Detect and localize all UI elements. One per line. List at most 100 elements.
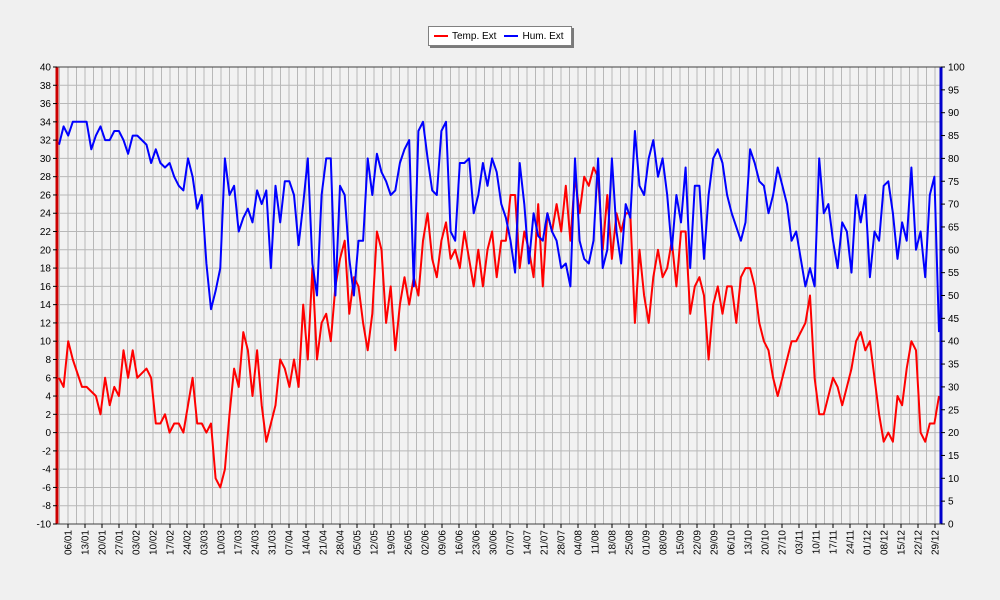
right-tick-label: 25 <box>948 405 960 416</box>
x-tick-label: 01/12 <box>863 530 874 555</box>
x-tick-label: 11/08 <box>591 530 602 555</box>
plot-area <box>57 67 941 524</box>
x-tick-label: 26/05 <box>404 530 415 555</box>
x-tick-label: 17/02 <box>166 530 177 555</box>
x-tick-label: 31/03 <box>268 530 279 555</box>
left-tick-label: 30 <box>40 154 52 165</box>
x-tick-label: 05/05 <box>353 530 364 555</box>
right-tick-label: 70 <box>948 200 960 211</box>
x-tick-label: 24/11 <box>846 530 857 555</box>
right-tick-label: 50 <box>948 291 960 302</box>
right-tick-label: 0 <box>948 520 954 531</box>
x-tick-label: 12/05 <box>370 530 381 555</box>
series-group <box>58 120 940 489</box>
left-tick-label: 34 <box>40 117 52 128</box>
legend: Temp. Ext Hum. Ext <box>428 26 572 46</box>
x-tick-label: 20/01 <box>98 530 109 555</box>
x-tick-label: 10/02 <box>149 530 160 555</box>
left-tick-label: 26 <box>40 190 52 201</box>
x-tick-label: 17/03 <box>234 530 245 555</box>
left-tick-label: 24 <box>40 209 52 220</box>
x-tick-label: 15/12 <box>897 530 908 555</box>
left-tick-label: -8 <box>42 501 51 512</box>
right-tick-label: 10 <box>948 474 960 485</box>
x-tick-label: 14/04 <box>302 530 313 555</box>
x-tick-label: 14/07 <box>523 530 534 555</box>
right-tick-label: 90 <box>948 108 960 119</box>
x-tick-label: 03/02 <box>132 530 143 555</box>
right-tick-label: 40 <box>948 337 960 348</box>
left-tick-label: 2 <box>45 410 51 421</box>
left-tick-label: 4 <box>45 392 51 403</box>
temp-ext-line <box>58 166 940 489</box>
x-tick-label: 08/09 <box>659 530 670 555</box>
x-tick-label: 09/06 <box>438 530 449 555</box>
x-tick-label: 15/09 <box>676 530 687 555</box>
x-tick-label: 27/01 <box>115 530 126 555</box>
x-tick-label: 08/12 <box>880 530 891 555</box>
left-tick-label: -6 <box>42 483 51 494</box>
x-tick-label: 03/11 <box>795 530 806 555</box>
left-tick-label: -2 <box>42 446 51 457</box>
x-tick-label: 06/01 <box>64 530 75 555</box>
legend-swatch-hum <box>504 35 519 37</box>
left-tick-label: 12 <box>40 318 52 329</box>
left-tick-label: 10 <box>40 337 52 348</box>
x-tick-label: 29/12 <box>931 530 942 555</box>
x-tick-label: 10/11 <box>812 530 823 555</box>
left-tick-label: 28 <box>40 172 52 183</box>
right-tick-label: 5 <box>948 497 954 508</box>
right-tick-label: 75 <box>948 177 960 188</box>
legend-label-hum: Hum. Ext <box>522 30 564 42</box>
x-tick-label: 23/06 <box>472 530 483 555</box>
x-tick-label: 10/03 <box>217 530 228 555</box>
right-tick-label: 100 <box>948 63 965 74</box>
grid <box>57 66 941 525</box>
right-tick-label: 15 <box>948 451 960 462</box>
x-tick-label: 13/01 <box>81 530 92 555</box>
x-ticks: 06/01 13/01 20/01 27/01 03/02 10/02 17/02 24/02… <box>64 524 942 555</box>
left-y-ticks: -10-8-6-4-202468101214161820222426283032… <box>37 63 57 531</box>
x-tick-label: 01/09 <box>642 530 653 555</box>
x-tick-label: 03/03 <box>200 530 211 555</box>
right-tick-label: 20 <box>948 428 960 439</box>
x-tick-label: 07/07 <box>506 530 517 555</box>
legend-item-hum: Hum. Ext <box>504 30 564 42</box>
hum-ext-line <box>58 120 940 333</box>
right-tick-label: 80 <box>948 154 960 165</box>
left-tick-label: 16 <box>40 282 52 293</box>
x-tick-label: 30/06 <box>489 530 500 555</box>
x-tick-label: 06/10 <box>727 530 738 555</box>
x-tick-label: 04/08 <box>574 530 585 555</box>
left-tick-label: 32 <box>40 136 52 147</box>
left-tick-label: 38 <box>40 81 52 92</box>
legend-label-temp: Temp. Ext <box>452 30 497 42</box>
x-tick-label: 24/03 <box>251 530 262 555</box>
left-tick-label: 18 <box>40 264 52 275</box>
right-tick-label: 45 <box>948 314 960 325</box>
x-tick-label: 13/10 <box>744 530 755 555</box>
left-tick-label: 40 <box>40 63 52 74</box>
right-tick-label: 30 <box>948 382 960 393</box>
x-tick-label: 19/05 <box>387 530 398 555</box>
x-tick-label: 22/09 <box>693 530 704 555</box>
x-tick-label: 24/02 <box>183 530 194 555</box>
right-tick-label: 65 <box>948 222 960 233</box>
right-tick-label: 60 <box>948 245 960 256</box>
right-y-ticks: 0 5 10 15 20 25 30 35 40 45 50 55 60 65 70 75 80 85 90 95 10… <box>941 63 965 531</box>
x-tick-label: 28/04 <box>336 530 347 555</box>
legend-swatch-temp <box>434 35 448 37</box>
left-tick-label: -4 <box>42 465 51 476</box>
x-tick-label: 28/07 <box>557 530 568 555</box>
x-tick-label: 21/04 <box>319 530 330 555</box>
left-tick-label: 20 <box>40 245 52 256</box>
legend-item-temp: Temp. Ext <box>434 31 496 42</box>
left-tick-label: 36 <box>40 99 52 110</box>
left-tick-label: 0 <box>45 428 51 439</box>
x-tick-label: 20/10 <box>761 530 772 555</box>
left-tick-label: -10 <box>37 520 52 531</box>
x-tick-label: 22/12 <box>914 530 925 555</box>
x-tick-label: 17/11 <box>829 530 840 555</box>
right-tick-label: 35 <box>948 360 960 371</box>
